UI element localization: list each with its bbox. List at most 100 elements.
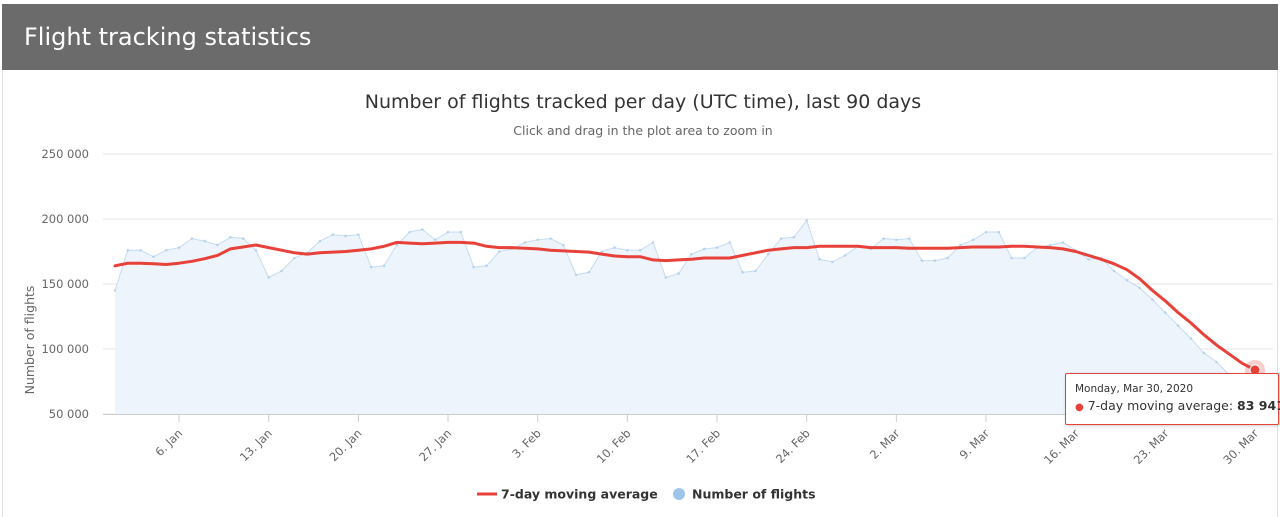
flights-point xyxy=(549,237,552,240)
flights-point xyxy=(933,259,937,262)
flights-point xyxy=(497,250,501,253)
flights-point xyxy=(190,237,194,240)
tooltip: Monday, Mar 30, 2020 ● 7-day moving aver… xyxy=(1065,373,1280,425)
flights-point xyxy=(600,250,604,253)
flights-point xyxy=(895,238,898,242)
flights-point xyxy=(395,243,399,247)
flights-point xyxy=(907,237,911,240)
y-axis-ticks: 50 000 100 000 150 000 200 000 250 000 xyxy=(41,147,89,421)
flights-point xyxy=(1138,286,1142,290)
legend-label-moving-average: 7-day moving average xyxy=(501,487,658,502)
flights-point xyxy=(1189,337,1193,340)
flights-point xyxy=(1112,269,1116,273)
flights-point xyxy=(754,269,757,273)
y-axis-title: Number of flights xyxy=(22,286,37,395)
flights-point xyxy=(946,256,949,260)
flights-point xyxy=(216,243,219,247)
flights-point xyxy=(613,246,616,249)
flights-point xyxy=(690,252,693,256)
x-tick-label: 2. Mar xyxy=(867,426,903,462)
y-tick-label: 250 000 xyxy=(41,147,89,161)
moving-average-series[interactable] xyxy=(113,240,1257,372)
x-tick-label: 30. Mar xyxy=(1220,426,1261,467)
tooltip-line: ● 7-day moving average: 83 941 xyxy=(1075,398,1280,413)
flights-point xyxy=(805,219,808,222)
flights-point xyxy=(485,264,488,268)
y-tick-label: 150 000 xyxy=(41,277,89,291)
x-tick-label: 6. Jan xyxy=(152,426,185,459)
flights-point xyxy=(882,237,885,240)
flights-point xyxy=(638,248,642,252)
x-tick-label: 10. Feb xyxy=(594,426,634,466)
flights-point xyxy=(1215,360,1218,364)
flights-point xyxy=(293,256,296,260)
flights-point xyxy=(536,238,539,242)
x-tick-label: 16. Mar xyxy=(1041,426,1082,467)
y-tick-label: 100 000 xyxy=(41,342,89,356)
flights-point xyxy=(1061,241,1065,244)
tooltip-series-label: 7-day moving average: xyxy=(1087,398,1234,413)
flights-point xyxy=(626,248,629,252)
flights-point xyxy=(421,228,424,231)
x-tick-label: 27. Jan xyxy=(416,426,454,464)
flights-point xyxy=(574,273,578,277)
legend-dot-swatch xyxy=(673,488,685,500)
flights-point xyxy=(728,241,732,244)
chart-subtitle: Click and drag in the plot area to zoom … xyxy=(513,123,772,138)
chart-title: Number of flights tracked per day (UTC t… xyxy=(365,91,921,113)
y-tick-label: 50 000 xyxy=(49,407,89,421)
flights-point xyxy=(408,230,411,234)
flights-point xyxy=(702,247,706,251)
flights-area-fill xyxy=(115,220,1255,414)
flights-point xyxy=(126,248,130,252)
flights-point xyxy=(203,239,206,243)
flights-point xyxy=(1151,298,1154,301)
flights-point xyxy=(152,255,155,258)
flights-point xyxy=(1010,256,1013,260)
flights-point xyxy=(280,269,283,273)
flights-point xyxy=(779,237,783,240)
flights-point xyxy=(920,259,924,262)
page-header: Flight tracking statistics xyxy=(2,4,1278,70)
legend-label-number-of-flights: Number of flights xyxy=(692,487,816,502)
chart-frame: Number of flights tracked per day (UTC t… xyxy=(2,70,1280,517)
flights-point xyxy=(446,230,450,234)
flights-point xyxy=(433,238,437,242)
flights-point xyxy=(241,237,245,240)
flights-point xyxy=(267,276,271,279)
legend[interactable]: 7-day moving average Number of flights xyxy=(477,487,816,502)
x-tick-label: 13. Jan xyxy=(237,426,275,464)
moving-average-line xyxy=(113,240,1257,372)
page-title: Flight tracking statistics xyxy=(24,23,312,51)
flights-point xyxy=(677,272,680,275)
flights-point xyxy=(562,243,565,247)
x-tick-label: 24. Feb xyxy=(773,426,813,466)
flights-point xyxy=(139,248,142,252)
flights-point xyxy=(959,243,962,247)
flights-point xyxy=(766,252,770,256)
flights-point xyxy=(715,246,719,249)
flights-point xyxy=(382,264,386,268)
flights-point xyxy=(818,258,821,261)
flights-point xyxy=(228,235,232,239)
flights-point xyxy=(1176,324,1180,327)
x-tick-label: 20. Jan xyxy=(327,426,365,464)
flights-point xyxy=(587,271,591,274)
flights-point xyxy=(254,248,258,252)
flights-point xyxy=(831,260,834,264)
flights-point xyxy=(1125,278,1129,282)
flights-point xyxy=(792,235,796,239)
flights-point xyxy=(1202,351,1206,355)
x-tick-label: 9. Mar xyxy=(957,426,993,462)
flights-point xyxy=(997,230,1001,234)
flights-area-series[interactable] xyxy=(113,219,1257,414)
flights-point xyxy=(459,230,463,234)
flights-point xyxy=(1164,311,1167,314)
flights-point xyxy=(523,241,527,244)
x-tick-label: 23. Mar xyxy=(1131,426,1172,467)
flights-point xyxy=(472,265,475,269)
flights-chart[interactable]: Number of flights tracked per day (UTC t… xyxy=(3,70,1279,517)
flights-point xyxy=(971,238,975,242)
flights-point xyxy=(1023,256,1026,260)
flights-point xyxy=(1087,258,1090,261)
